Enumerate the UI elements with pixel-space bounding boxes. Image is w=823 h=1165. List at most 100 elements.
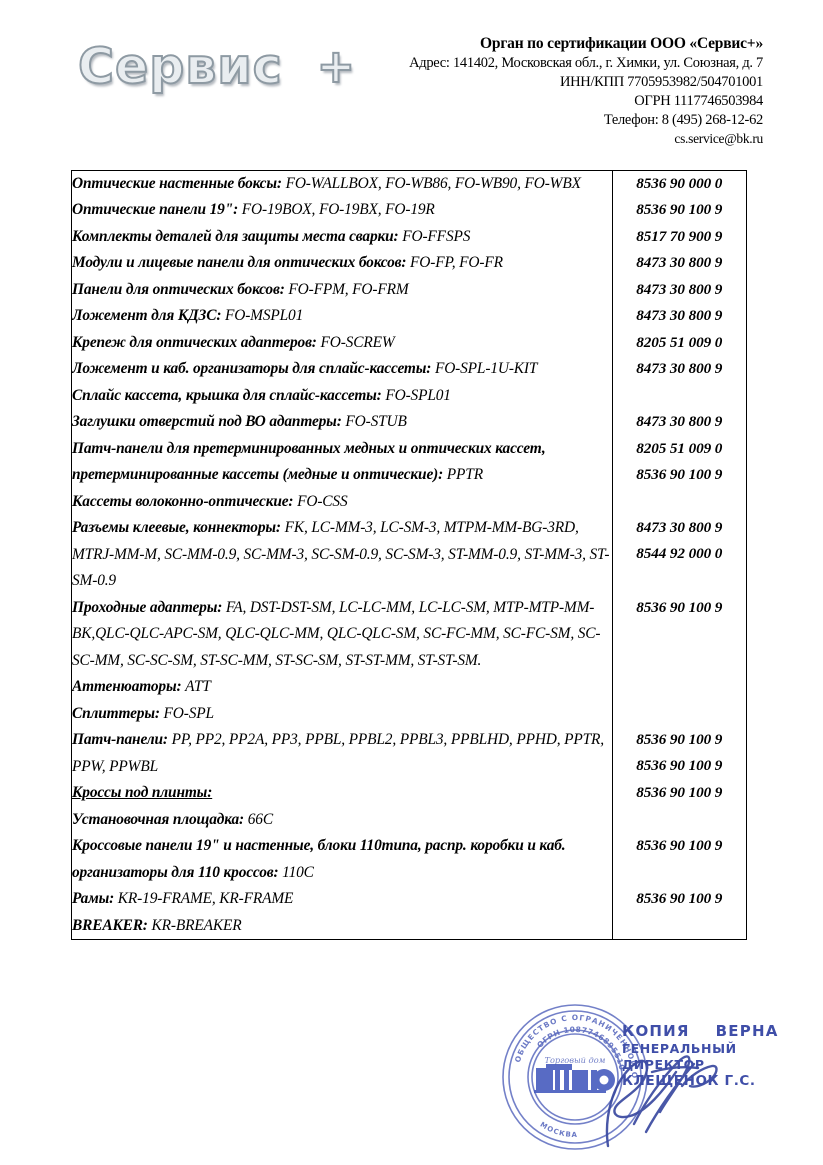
table-row: Ложемент и каб. организаторы для сплайс-…	[72, 356, 746, 382]
customs-code-cell	[612, 807, 746, 833]
customs-code: 8536 90 100 9	[636, 837, 723, 855]
customs-code-empty	[613, 913, 747, 939]
customs-code-cell: 8473 30 800 9	[612, 303, 746, 329]
customs-code: 8536 90 000 0	[636, 175, 723, 192]
customs-code-empty	[613, 807, 747, 833]
org-address: Адрес: 141402, Московская обл., г. Химки…	[409, 55, 763, 72]
product-model-list: FO-CSS	[293, 492, 348, 510]
logo-text: Сервис	[77, 37, 283, 96]
product-description-cell: Патч-панели для претерминированных медны…	[72, 436, 612, 489]
product-category-label: Сплайс кассета, крышка для сплайс-кассет…	[72, 386, 382, 404]
svg-text:ОГРН 1087746895510: ОГРН 1087746895510	[535, 1025, 626, 1071]
product-model-list: FO-SPL01	[381, 386, 451, 404]
customs-code-cell: 8473 30 800 9 8544 92 000 0	[612, 515, 746, 594]
customs-code: 8473 30 800 9	[636, 280, 723, 298]
handwritten-signature	[605, 1055, 718, 1148]
table-row: Заглушки отверстий под ВО адаптеры: FO-S…	[72, 409, 746, 435]
customs-code-empty	[613, 383, 747, 409]
customs-code-cell: 8205 51 009 0 8536 90 100 9	[612, 436, 746, 489]
product-description: Заглушки отверстий под ВО адаптеры: FO-S…	[72, 409, 612, 435]
customs-code-cell	[612, 383, 746, 409]
product-description-cell: Комплекты деталей для защиты места сварк…	[72, 224, 612, 250]
product-description-cell: Проходные адаптеры: FA, DST-DST-SM, LC-L…	[72, 595, 612, 674]
customs-code-cell	[612, 913, 746, 939]
product-model-list: FO-SPL-1U-KIT	[431, 360, 538, 378]
customs-code-cell: 8473 30 800 9	[612, 250, 746, 276]
table-row: Рамы: KR-19-FRAME, KR-FRAME 8536 90 100 9	[72, 886, 746, 912]
customs-code-cell: 8536 90 000 0	[612, 171, 746, 197]
product-description: Кассеты волоконно-оптические: FO-CSS	[72, 489, 612, 515]
customs-code-empty	[613, 701, 747, 727]
product-description: Патч-панели для претерминированных медны…	[72, 436, 612, 489]
svg-text:Торговый дом: Торговый дом	[545, 1055, 606, 1065]
table-row: Аттенюаторы: ATT	[72, 674, 746, 700]
product-model-list: ATT	[181, 678, 211, 696]
product-description-cell: Сплайс кассета, крышка для сплайс-кассет…	[72, 383, 612, 409]
product-description: Ложемент и каб. организаторы для сплайс-…	[72, 356, 612, 382]
customs-code: 8544 92 000 0	[636, 545, 723, 563]
customs-code-cell: 8536 90 100 9	[612, 833, 746, 886]
customs-code: 8536 90 100 9	[636, 757, 723, 775]
product-category-label: Крепеж для оптических адаптеров:	[72, 333, 317, 351]
table-row: Оптические настенные боксы: FO-WALLBOX, …	[72, 171, 746, 197]
customs-code-cell: 8536 90 100 9 8536 90 100 9	[612, 727, 746, 780]
product-description: Крепеж для оптических адаптеров: FO-SCRE…	[72, 330, 612, 356]
product-model-list: FK, LC-MM-3, LC-SM-3, MTPM-MM-BG-3RD, MT…	[72, 519, 610, 590]
table-row: Кроссовые панели 19" и настенные, блоки …	[72, 833, 746, 886]
product-description-cell: Ложемент и каб. организаторы для сплайс-…	[72, 356, 612, 382]
product-description-cell: Патч-панели: PP, PP2, PP2A, PP3, PPBL, P…	[72, 727, 612, 780]
product-category-label: Сплиттеры:	[72, 704, 160, 722]
product-description: Комплекты деталей для защиты места сварк…	[72, 224, 612, 250]
customs-code-cell: 8473 30 800 9	[612, 409, 746, 435]
product-description: Разъемы клеевые, коннекторы: FK, LC-MM-3…	[72, 515, 612, 594]
product-model-list: 66C	[244, 810, 273, 828]
table-row: Разъемы клеевые, коннекторы: FK, LC-MM-3…	[72, 515, 746, 594]
customs-code: 8473 30 800 9	[636, 307, 723, 325]
stamp-line-position: ГЕНЕРАЛЬНЫЙ ДИРЕКТОР	[622, 1041, 737, 1073]
product-category-label: Патч-панели для претерминированных медны…	[72, 439, 546, 484]
product-description: Оптические настенные боксы: FO-WALLBOX, …	[72, 171, 612, 197]
table-row: Комплекты деталей для защиты места сварк…	[72, 224, 746, 250]
customs-code-cell: 8536 90 100 9	[612, 595, 746, 674]
product-category-label: Заглушки отверстий под ВО адаптеры:	[72, 413, 342, 431]
product-description: Аттенюаторы: ATT	[72, 674, 612, 700]
table-row: Ложемент для КДЗС: FO-MSPL01 8473 30 800 …	[72, 303, 746, 329]
customs-code-cell: 8473 30 800 9	[612, 356, 746, 382]
product-description: Ложемент для КДЗС: FO-MSPL01	[72, 303, 612, 329]
product-model-list: FO-FFSPS	[398, 227, 471, 245]
table-row: Установочная площадка: 66C	[72, 807, 746, 833]
document-header: Сервис + Орган по сертификации ООО «Серв…	[0, 0, 823, 160]
product-model-list: FO-SPL	[159, 704, 215, 722]
product-category-label: Оптические настенные боксы:	[72, 175, 282, 192]
customs-code-cell: 8473 30 800 9	[612, 277, 746, 303]
product-category-label: Оптические панели 19":	[72, 201, 239, 219]
product-category-label: Установочная площадка:	[72, 810, 245, 828]
customs-code-cell: 8205 51 009 0	[612, 330, 746, 356]
product-description-cell: Заглушки отверстий под ВО адаптеры: FO-S…	[72, 409, 612, 435]
product-description: Модули и лицевые панели для оптических б…	[72, 250, 612, 276]
table-row: Кассеты волоконно-оптические: FO-CSS	[72, 489, 746, 515]
product-category-label: Ложемент для КДЗС:	[72, 307, 222, 325]
product-category-label: Комплекты деталей для защиты места сварк…	[72, 227, 399, 245]
customs-code: 8536 90 100 9	[636, 465, 723, 483]
customs-code-cell	[612, 489, 746, 515]
product-model-list: PP, PP2, PP2A, PP3, PPBL, PPBL2, PPBL3, …	[72, 731, 605, 775]
organization-details: Орган по сертификации ООО «Сервис+» Адре…	[243, 34, 763, 147]
product-description: Проходные адаптеры: FA, DST-DST-SM, LC-L…	[72, 595, 612, 674]
product-description-cell: Кроссы под плинты:	[72, 780, 612, 806]
product-model-list: FO-19BOX, FO-19BX, FO-19R	[238, 201, 435, 219]
stamp-line-name: КЛЕЩЕНОК Г.С.	[622, 1073, 756, 1090]
table-row: Патч-панели для претерминированных медны…	[72, 436, 746, 489]
product-description-cell: Аттенюаторы: ATT	[72, 674, 612, 700]
product-model-list: PPTR	[443, 466, 483, 484]
product-description-cell: Рамы: KR-19-FRAME, KR-FRAME	[72, 886, 612, 912]
product-description: Рамы: KR-19-FRAME, KR-FRAME	[72, 886, 612, 912]
customs-code: 8536 90 100 9	[636, 784, 723, 802]
customs-code-cell: 8536 90 100 9	[612, 886, 746, 912]
product-model-list: 110C	[278, 863, 314, 881]
product-category-label: Патч-панели:	[72, 731, 168, 749]
table-row: Проходные адаптеры: FA, DST-DST-SM, LC-L…	[72, 595, 746, 674]
customs-code: 8536 90 100 9	[636, 731, 723, 749]
customs-code: 8205 51 009 0	[636, 333, 723, 351]
